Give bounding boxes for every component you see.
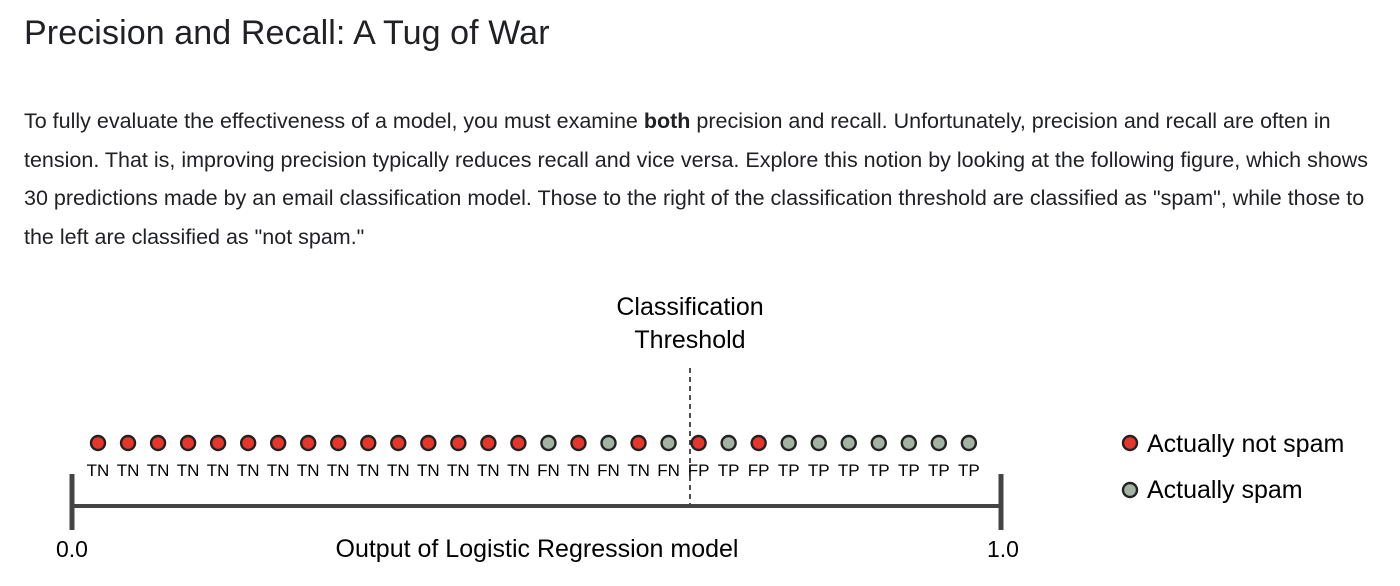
legend-spam-dot: [1121, 481, 1139, 499]
prediction-dot-spam: [900, 434, 918, 452]
prediction-label: TP: [838, 461, 860, 480]
prediction-dot-not-spam: [480, 434, 497, 452]
threshold-label-line1: Classification: [616, 293, 763, 321]
legend: Actually not spam Actually spam: [1121, 430, 1344, 504]
prediction-dot-spam: [660, 434, 677, 452]
prediction-label: TN: [237, 461, 260, 480]
prediction-label: TN: [477, 461, 500, 480]
prediction-label: TN: [327, 461, 350, 480]
prediction-dot-not-spam: [330, 434, 347, 452]
axis-max-label: 1.0: [987, 536, 1019, 562]
prediction-label: FN: [657, 461, 680, 480]
legend-not-spam-label: Actually not spam: [1147, 430, 1344, 458]
prediction-dot-not-spam: [89, 434, 107, 452]
prediction-label: TN: [207, 461, 230, 480]
prediction-label: TN: [507, 461, 530, 480]
prediction-dot-not-spam: [300, 434, 317, 452]
axis-label: Output of Logistic Regression model: [336, 535, 739, 563]
prediction-label: TN: [87, 461, 110, 480]
prediction-label: TP: [778, 461, 800, 480]
prediction-dot-not-spam: [239, 434, 257, 452]
prediction-dot-spam: [720, 434, 737, 452]
prediction-label: TN: [627, 461, 650, 480]
intro-text-end: precision and recall. Unfortunately, pre…: [24, 109, 1369, 249]
prediction-dot-not-spam: [420, 434, 437, 452]
prediction-dot-spam: [600, 434, 617, 452]
prediction-dot-not-spam: [360, 434, 377, 452]
prediction-dot-spam: [540, 434, 557, 452]
prediction-label: TN: [417, 461, 440, 480]
prediction-label: TP: [898, 461, 920, 480]
prediction-dot-spam: [960, 434, 978, 452]
legend-spam-label: Actually spam: [1147, 476, 1303, 504]
prediction-label: TN: [567, 461, 590, 480]
prediction-dot-not-spam: [690, 434, 707, 452]
prediction-label: TN: [177, 461, 200, 480]
predictions-group: TN TN TN TN TN TN TN TN TN TN TN TN TN TN TN FN TN FN TN FN…: [87, 434, 980, 480]
prediction-label: TN: [267, 461, 290, 480]
prediction-dot-not-spam: [750, 434, 767, 452]
prediction-dot-not-spam: [570, 434, 587, 452]
prediction-label: FP: [688, 461, 710, 480]
prediction-label: TN: [357, 461, 380, 480]
prediction-dot-not-spam: [179, 434, 197, 452]
prediction-dot-not-spam: [450, 434, 467, 452]
prediction-dot-not-spam: [630, 434, 647, 452]
prediction-label: TP: [718, 461, 740, 480]
prediction-dot-spam: [870, 434, 887, 452]
prediction-label: TP: [928, 461, 950, 480]
prediction-label: TP: [958, 461, 980, 480]
prediction-dot-not-spam: [209, 434, 227, 452]
prediction-dot-not-spam: [119, 434, 137, 452]
prediction-label: TP: [808, 461, 830, 480]
intro-text-start: To fully evaluate the effectiveness of a…: [24, 109, 644, 133]
prediction-label: TN: [147, 461, 170, 480]
threshold-label-line2: Threshold: [634, 326, 745, 354]
prediction-label: TN: [297, 461, 320, 480]
prediction-label: TN: [387, 461, 410, 480]
intro-paragraph: To fully evaluate the effectiveness of a…: [24, 102, 1384, 256]
prediction-label: TN: [117, 461, 140, 480]
axis-min-label: 0.0: [56, 536, 88, 562]
prediction-label: FN: [597, 461, 620, 480]
prediction-dot-not-spam: [510, 434, 527, 452]
page-title: Precision and Recall: A Tug of War: [24, 14, 550, 52]
prediction-label: FN: [537, 461, 560, 480]
prediction-dot-not-spam: [149, 434, 167, 452]
prediction-label: FP: [748, 461, 770, 480]
prediction-dot-not-spam: [269, 434, 287, 452]
prediction-dot-spam: [930, 434, 948, 452]
prediction-dot-not-spam: [390, 434, 407, 452]
prediction-dot-spam: [840, 434, 857, 452]
legend-not-spam-dot: [1121, 434, 1139, 452]
prediction-dot-spam: [780, 434, 797, 452]
prediction-dot-spam: [810, 434, 827, 452]
axis: [69, 474, 1004, 530]
prediction-label: TN: [447, 461, 470, 480]
prediction-label: TP: [868, 461, 890, 480]
intro-bold-word: both: [643, 109, 691, 133]
